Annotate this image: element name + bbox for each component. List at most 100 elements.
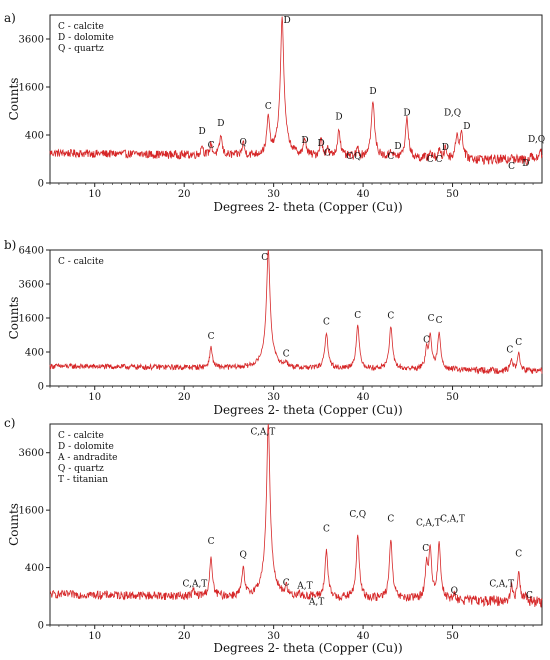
x-tick-label: 50 (446, 392, 459, 403)
x-tick-label: 10 (88, 392, 101, 403)
y-tick-label: 400 (25, 348, 44, 359)
y-tick-label: 400 (25, 131, 44, 142)
legend-entry: Q - quartz (58, 464, 104, 474)
peak-label: C (422, 544, 429, 554)
x-tick-label: 10 (88, 189, 101, 200)
peak-label: D (522, 159, 529, 169)
peak-label: C,A,T (440, 514, 465, 524)
peak-label: Q (354, 152, 361, 162)
peak-label: C,Q (349, 510, 366, 520)
y-tick-label: 3600 (19, 35, 44, 46)
peak-label: C,A,T (416, 519, 441, 529)
peak-label: D (301, 136, 308, 146)
y-tick-label: 6400 (19, 246, 44, 257)
x-tick-label: 20 (178, 392, 191, 403)
peak-label: C (506, 346, 513, 356)
y-tick-label: 3600 (19, 448, 44, 459)
peak-label: C,A,T (183, 579, 208, 589)
peak-label: D (442, 143, 449, 153)
y-axis-title: Counts (7, 297, 21, 340)
peak-label: C (515, 338, 522, 348)
y-axis-title: Counts (7, 503, 21, 546)
peak-label: D (463, 122, 470, 132)
x-tick-label: 30 (267, 392, 280, 403)
legend-entry: T - titanian (58, 475, 108, 485)
peak-label: C (265, 102, 272, 112)
legend-entry: A - andradite (57, 453, 117, 463)
peak-label: C (515, 549, 522, 559)
peak-label: C,A,T (489, 579, 514, 589)
peak-label: A,T (308, 598, 324, 608)
y-tick-label: 1600 (19, 83, 44, 94)
xrd-panel-3: c) 10 20 30 40 50 0 400 1600 3600 Counts Degrees 2-… (4, 416, 543, 655)
legend: C - calcite (58, 257, 104, 267)
peak-label: C (283, 578, 290, 588)
peak-label: C (323, 525, 330, 535)
peak-label: D (369, 87, 376, 97)
legend-entry: D - dolomite (58, 442, 114, 452)
peak-label: C (208, 537, 215, 547)
peak-label: D,Q (444, 109, 461, 119)
x-tick-label: 20 (178, 631, 191, 642)
xrd-panel-2: b) 10 20 30 40 50 0 400 1600 3600 6400 Counts Degree… (4, 238, 543, 417)
peak-label: C (354, 311, 361, 321)
diffraction-pattern-line (49, 16, 543, 166)
legend-entry: Q - quartz (58, 44, 104, 54)
peak-label: D (403, 109, 410, 119)
x-tick-label: 20 (178, 189, 191, 200)
y-axis-title: Counts (7, 78, 21, 121)
legend-entry: C - calcite (58, 22, 104, 32)
y-tick-label: 0 (38, 382, 44, 393)
y-tick-label: 0 (38, 621, 44, 632)
peak-label: C (387, 514, 394, 524)
peak-label: D (283, 16, 290, 26)
x-axis-title: Degrees 2- theta (Copper (Cu)) (213, 641, 402, 655)
peak-label: Q (240, 138, 247, 148)
panel-label: c) (4, 416, 15, 430)
peak-label: C (423, 335, 430, 345)
peak-label: C (427, 155, 434, 165)
peak-label: C (324, 149, 331, 159)
peak-label: D (317, 139, 324, 149)
peak-label: C (526, 591, 533, 601)
x-tick-label: 30 (267, 189, 280, 200)
peak-label: C (508, 162, 515, 172)
peak-label: A,T (296, 582, 312, 592)
peak-label: C,A,T (251, 428, 276, 438)
x-axis-title: Degrees 2- theta (Copper (Cu)) (213, 403, 402, 417)
x-tick-label: 40 (357, 189, 370, 200)
y-tick-label: 400 (25, 563, 44, 574)
x-axis-title: Degrees 2- theta (Copper (Cu)) (213, 200, 402, 214)
peak-label: D (394, 142, 401, 152)
legend-entry: D - dolomite (58, 33, 114, 43)
diffraction-pattern-line (49, 249, 543, 375)
x-tick-label: 50 (446, 631, 459, 642)
xrd-panel-1: a) 10 20 30 40 50 0 400 1600 3600 Counts Degrees 2-… (4, 11, 545, 214)
peak-label: D,Q (528, 135, 545, 145)
peak-label: C (387, 312, 394, 322)
peak-label: C (436, 316, 443, 326)
peak-label: C (428, 314, 435, 324)
peak-label: Q (451, 587, 458, 597)
peak-label: C (323, 318, 330, 328)
peak-label: C (346, 152, 353, 162)
peak-label: C (436, 155, 443, 165)
x-tick-label: 50 (446, 189, 459, 200)
legend-entry: C - calcite (58, 257, 104, 267)
y-tick-label: 1600 (19, 506, 44, 517)
y-tick-label: 1600 (19, 314, 44, 325)
peak-label: D (217, 119, 224, 129)
peak-label: Q (240, 551, 247, 561)
diffraction-pattern-line (49, 423, 543, 608)
y-tick-label: 3600 (19, 280, 44, 291)
peak-label: C (261, 253, 268, 263)
legend-entry: C - calcite (58, 431, 104, 441)
x-tick-label: 40 (357, 631, 370, 642)
peak-label: D (198, 127, 205, 137)
peak-label: C (208, 332, 215, 342)
peak-label: C (387, 152, 394, 162)
peak-label: C (283, 350, 290, 360)
panel-label: b) (4, 238, 16, 252)
